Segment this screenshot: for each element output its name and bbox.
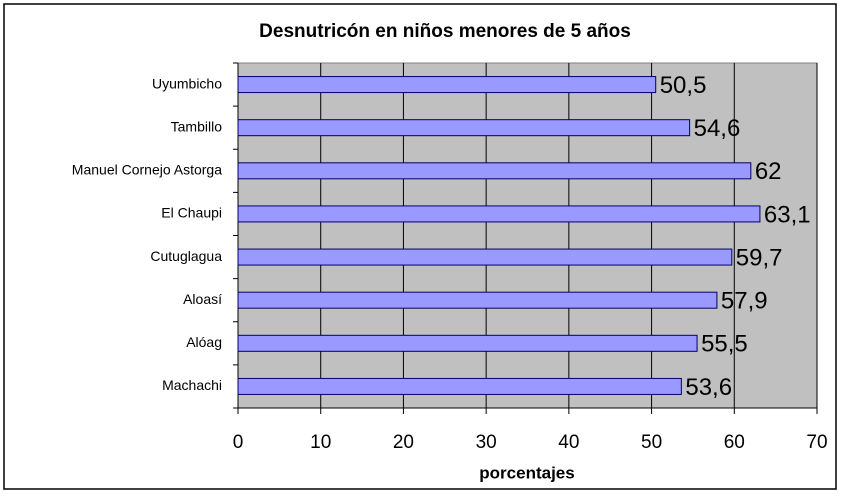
- value-label: 55,5: [701, 331, 748, 358]
- x-tick-label: 70: [806, 432, 827, 453]
- x-tick-label: 50: [641, 432, 662, 453]
- x-tick-label: 40: [558, 432, 579, 453]
- x-tick-label: 10: [310, 432, 331, 453]
- x-axis-label: porcentajes: [479, 463, 574, 482]
- bar: [237, 76, 657, 94]
- y-tick-label: Machachi: [162, 377, 222, 393]
- value-label: 54,6: [694, 115, 741, 142]
- value-label: 53,6: [685, 374, 732, 401]
- y-tick-label: Alóag: [186, 334, 222, 350]
- y-tick-label: Tambillo: [171, 118, 223, 134]
- y-tick-label: El Chaupi: [161, 205, 222, 221]
- value-label: 57,9: [721, 288, 768, 315]
- y-tick-label: Uyumbicho: [152, 75, 222, 91]
- bar: [237, 248, 733, 266]
- value-label: 59,7: [736, 244, 783, 271]
- value-label: 63,1: [764, 201, 811, 228]
- bar: [237, 334, 698, 352]
- bar: [237, 119, 691, 137]
- bar: [237, 162, 752, 180]
- bar: [237, 377, 682, 395]
- y-tick-label: Cutuglagua: [150, 248, 222, 264]
- y-tick-label: Aloasí: [183, 291, 222, 307]
- x-tick-label: 30: [476, 432, 497, 453]
- x-tick-label: 60: [724, 432, 745, 453]
- value-label: 62: [755, 158, 782, 185]
- y-tick-label: Manuel Cornejo Astorga: [72, 162, 222, 178]
- x-tick-label: 20: [393, 432, 414, 453]
- value-label: 50,5: [660, 72, 707, 99]
- x-tick-label: 0: [233, 432, 244, 453]
- bar: [237, 205, 761, 223]
- chart-title: Desnutricón en niños menores de 5 años: [259, 21, 631, 42]
- bar: [237, 291, 718, 309]
